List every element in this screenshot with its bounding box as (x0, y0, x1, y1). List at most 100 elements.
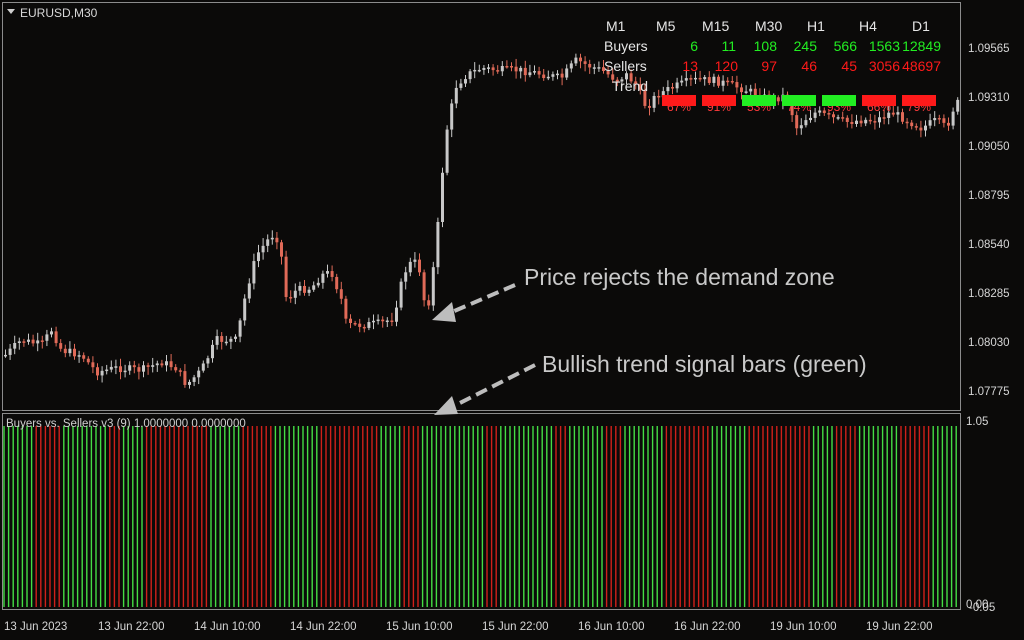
candle-body (464, 79, 467, 84)
candle-body (689, 78, 693, 80)
candle-body (275, 237, 279, 243)
candle-body (583, 61, 587, 64)
candle-body (427, 300, 431, 306)
candle-body (749, 88, 753, 92)
candle-body (266, 239, 270, 246)
candle-body (671, 87, 674, 89)
candle-body (408, 261, 412, 273)
dashboard-buyers-value: 11 (721, 38, 736, 54)
candle-body (418, 259, 421, 273)
candle-body (795, 115, 799, 129)
candle-body (17, 341, 21, 344)
candle-body (215, 336, 219, 345)
candle-body (592, 67, 596, 69)
candle-body (882, 117, 886, 119)
time-label: 15 Jun 10:00 (386, 621, 453, 633)
trend-block (742, 95, 776, 106)
candle-body (8, 348, 12, 355)
dashboard-buyers-value: 6 (690, 38, 698, 54)
candle-body (155, 363, 159, 366)
candle-body (790, 100, 794, 116)
candle-body (468, 71, 472, 80)
candle-body (933, 118, 937, 121)
dashboard-buyers-value: 245 (793, 38, 817, 54)
candle-body (836, 117, 840, 119)
candle-body (326, 271, 329, 274)
annotation-arrow-2-shaft (449, 363, 536, 410)
candle-body (523, 67, 527, 76)
candle-body (109, 366, 113, 370)
candle-body (740, 87, 743, 93)
candle-body (22, 341, 26, 343)
candle-body (321, 273, 325, 283)
candle-body (13, 343, 17, 349)
dashboard-trend-label: Trend (612, 78, 649, 94)
price-label: 1.08795 (968, 190, 1010, 202)
candle-body (652, 95, 656, 108)
candle-body (477, 69, 481, 72)
candle-body (827, 113, 831, 115)
candle-body (224, 341, 228, 344)
candle-body (832, 114, 835, 118)
candle-body (54, 331, 58, 344)
candle-body (390, 320, 394, 323)
time-label: 19 Jun 22:00 (866, 621, 933, 633)
trend-block (862, 95, 896, 106)
candle-body (349, 318, 352, 324)
candle-body (238, 320, 242, 337)
trend-block (902, 95, 936, 106)
candle-body (31, 339, 35, 344)
candle-body (137, 367, 141, 372)
candle-body (519, 67, 523, 72)
candle-body (896, 112, 900, 115)
candle-body (956, 99, 960, 112)
dashboard-sellers-value: 3056 (868, 58, 900, 74)
candle-body (293, 290, 297, 298)
price-label: 1.09565 (968, 43, 1010, 55)
dashboard-buyers-value: 108 (753, 38, 777, 54)
candle-body (188, 381, 191, 385)
candle-body (358, 323, 362, 327)
candle-body (533, 71, 536, 73)
candle-body (841, 117, 845, 119)
candle-body (868, 119, 872, 122)
candle-body (353, 323, 357, 325)
candle-body (114, 366, 118, 368)
candle-body (339, 289, 343, 299)
candle-body (220, 336, 224, 342)
candle-body (620, 79, 624, 82)
candle-body (574, 57, 578, 64)
candle-body (160, 363, 164, 366)
candle-body (27, 339, 30, 342)
time-label: 14 Jun 10:00 (194, 621, 261, 633)
candle-body (82, 355, 86, 359)
candle-body (551, 74, 555, 77)
candle-body (4, 354, 7, 357)
candle-body (431, 267, 435, 306)
candle-body (450, 103, 454, 130)
candle-body (615, 79, 619, 82)
candle-body (726, 80, 730, 83)
candle-body (634, 81, 638, 85)
chart-menu-triangle-icon[interactable] (7, 9, 15, 14)
candle-body (335, 276, 339, 290)
candle-body (243, 298, 247, 321)
candle-body (546, 76, 550, 79)
trend-block (662, 95, 696, 106)
candle-body (436, 221, 440, 268)
candle-body (905, 121, 909, 124)
price-label: 1.08540 (968, 239, 1010, 251)
candle-body (303, 285, 306, 293)
time-label: 15 Jun 22:00 (482, 621, 549, 633)
candle-body (602, 67, 605, 72)
candle-body (316, 282, 320, 286)
candle-body (845, 117, 849, 122)
indicator-subwindow[interactable] (2, 413, 961, 610)
price-chart-area[interactable] (2, 2, 961, 411)
candle-body (376, 319, 380, 322)
candle-body (307, 289, 311, 293)
candle-body (629, 73, 633, 82)
candle-body (611, 74, 615, 80)
candle-body (169, 361, 173, 368)
